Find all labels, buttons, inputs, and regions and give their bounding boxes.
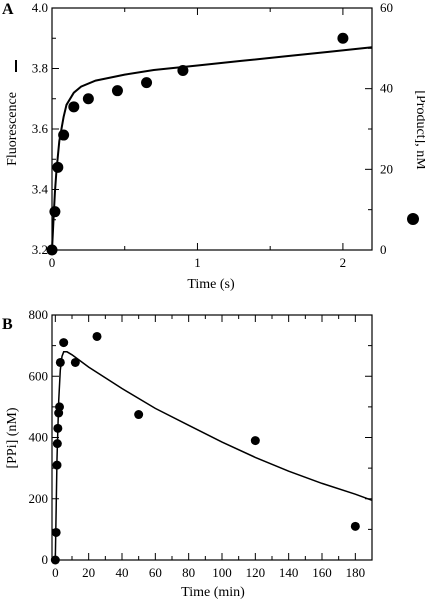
panel-a-right-tick-label: 20 bbox=[380, 161, 393, 176]
ppi-point bbox=[51, 527, 61, 537]
panel-a-left-axis-label: Fluorescence bbox=[5, 92, 20, 166]
panel-a-right-tick-label: 60 bbox=[380, 0, 393, 15]
panel-b-x-tick-label: 140 bbox=[279, 565, 299, 580]
panel-b-x-tick-label: 60 bbox=[149, 565, 162, 580]
ppi-point bbox=[52, 460, 62, 470]
panel-a-left-tick-label: 4.0 bbox=[32, 0, 48, 15]
ppi-point bbox=[53, 423, 63, 433]
panel-a-frame bbox=[51, 7, 373, 251]
panel-a-left-tick-label: 3.8 bbox=[32, 61, 48, 76]
panel-b-y-axis-label: [PPi] (nM) bbox=[5, 407, 20, 468]
panel-a-left-tick-label: 3.6 bbox=[32, 121, 49, 136]
product-point bbox=[111, 85, 123, 97]
panel-a-label: A bbox=[2, 1, 14, 18]
panel-b-x-tick-label: 20 bbox=[82, 565, 95, 580]
panel-b: 0 20 40 60 80 100 120 140 160 180 0 200 400 600 800 Ti… bbox=[5, 307, 373, 600]
panel-b-x-tick-label: 80 bbox=[182, 565, 195, 580]
panel-a-left-tick-label: 3.2 bbox=[32, 242, 48, 257]
panel-a: 0 1 2 3.2 3.4 3.6 3.8 4.0 0 20 40 60 Time (s) Fluor… bbox=[5, 0, 425, 292]
panel-a-x-axis-label: Time (s) bbox=[187, 277, 235, 292]
panel-a-right-tick-label: 40 bbox=[380, 81, 393, 96]
panel-b-x-tick-label: 100 bbox=[212, 565, 232, 580]
panel-b-y-tick-label: 0 bbox=[42, 552, 49, 567]
panel-a-x-tick-label: 2 bbox=[340, 255, 347, 270]
panel-b-ticks: 0 20 40 60 80 100 120 140 160 180 0 200 400 600 800 bbox=[29, 307, 372, 580]
panel-a-x-tick-label: 1 bbox=[194, 255, 201, 270]
ppi-point bbox=[250, 436, 260, 446]
product-point bbox=[49, 206, 61, 218]
product-point bbox=[177, 65, 189, 77]
panel-a-fluorescence-curve bbox=[51, 46, 373, 251]
panel-b-ppi-points bbox=[50, 331, 360, 565]
panel-b-y-tick-label: 600 bbox=[29, 368, 49, 383]
product-point bbox=[52, 161, 64, 173]
panel-a-ticks: 0 1 2 3.2 3.4 3.6 3.8 4.0 0 20 40 60 bbox=[32, 0, 393, 270]
panel-b-x-tick-label: 160 bbox=[312, 565, 332, 580]
panel-a-right-tick-label: 0 bbox=[380, 242, 387, 257]
ppi-fit-line bbox=[54, 351, 373, 561]
panel-b-y-tick-label: 200 bbox=[29, 491, 49, 506]
panel-b-fit-curve bbox=[54, 351, 373, 561]
panel-b-x-axis-label: Time (min) bbox=[181, 585, 245, 600]
panel-b-label: B bbox=[2, 316, 13, 333]
panel-b-x-tick-label: 120 bbox=[246, 565, 266, 580]
panel-a-right-axis-label: [Product], nM bbox=[413, 90, 425, 170]
panel-b-x-tick-label: 180 bbox=[346, 565, 366, 580]
ppi-point bbox=[59, 338, 69, 348]
panel-a-x-tick-label: 0 bbox=[49, 255, 56, 270]
product-point bbox=[58, 129, 70, 141]
product-point bbox=[68, 101, 80, 113]
ppi-point bbox=[52, 439, 62, 449]
ppi-point bbox=[55, 357, 65, 367]
product-point bbox=[82, 93, 94, 105]
product-point bbox=[141, 77, 153, 89]
ppi-point bbox=[92, 331, 102, 341]
ppi-point bbox=[350, 521, 360, 531]
product-point bbox=[337, 32, 349, 44]
ppi-point bbox=[134, 410, 144, 420]
panel-a-product-legend-marker bbox=[407, 213, 419, 225]
product-point bbox=[46, 244, 58, 256]
ppi-point bbox=[50, 555, 60, 565]
panel-b-y-tick-label: 800 bbox=[29, 307, 49, 322]
panel-b-y-tick-label: 400 bbox=[29, 430, 49, 445]
ppi-point bbox=[55, 402, 64, 412]
panel-b-x-tick-label: 0 bbox=[52, 565, 59, 580]
panel-a-left-tick-label: 3.4 bbox=[32, 182, 49, 197]
panel-b-x-tick-label: 40 bbox=[116, 565, 129, 580]
fluorescence-line bbox=[51, 46, 373, 251]
ppi-point bbox=[70, 357, 80, 367]
panel-a-product-points bbox=[46, 32, 349, 256]
